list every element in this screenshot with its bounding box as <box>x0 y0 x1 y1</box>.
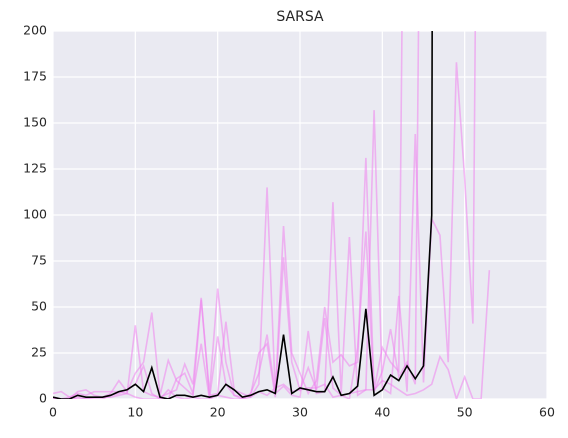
lines <box>53 31 491 399</box>
x-tick-label: 10 <box>127 405 143 420</box>
series-line <box>53 31 477 399</box>
grid <box>52 30 548 400</box>
y-tick-label: 150 <box>23 115 47 130</box>
y-tick-label: 100 <box>23 207 47 222</box>
y-tick-label: 125 <box>23 161 47 176</box>
y-tick-label: 175 <box>23 69 47 84</box>
x-tick-label: 50 <box>457 405 473 420</box>
y-tick-label: 50 <box>31 299 47 314</box>
y-tick-label: 75 <box>31 253 47 268</box>
series-line <box>53 31 420 399</box>
y-tick-label: 0 <box>39 391 47 406</box>
chart-title: SARSA <box>276 9 324 25</box>
series-line <box>53 31 433 399</box>
x-tick-label: 30 <box>292 405 308 420</box>
x-tick-label: 20 <box>210 405 226 420</box>
x-tick-label: 40 <box>374 405 390 420</box>
y-tick-label: 200 <box>23 23 47 38</box>
y-tick-label: 25 <box>31 345 47 360</box>
series-line <box>53 31 403 399</box>
x-tick-label: 0 <box>49 405 57 420</box>
x-tick-label: 60 <box>539 405 555 420</box>
